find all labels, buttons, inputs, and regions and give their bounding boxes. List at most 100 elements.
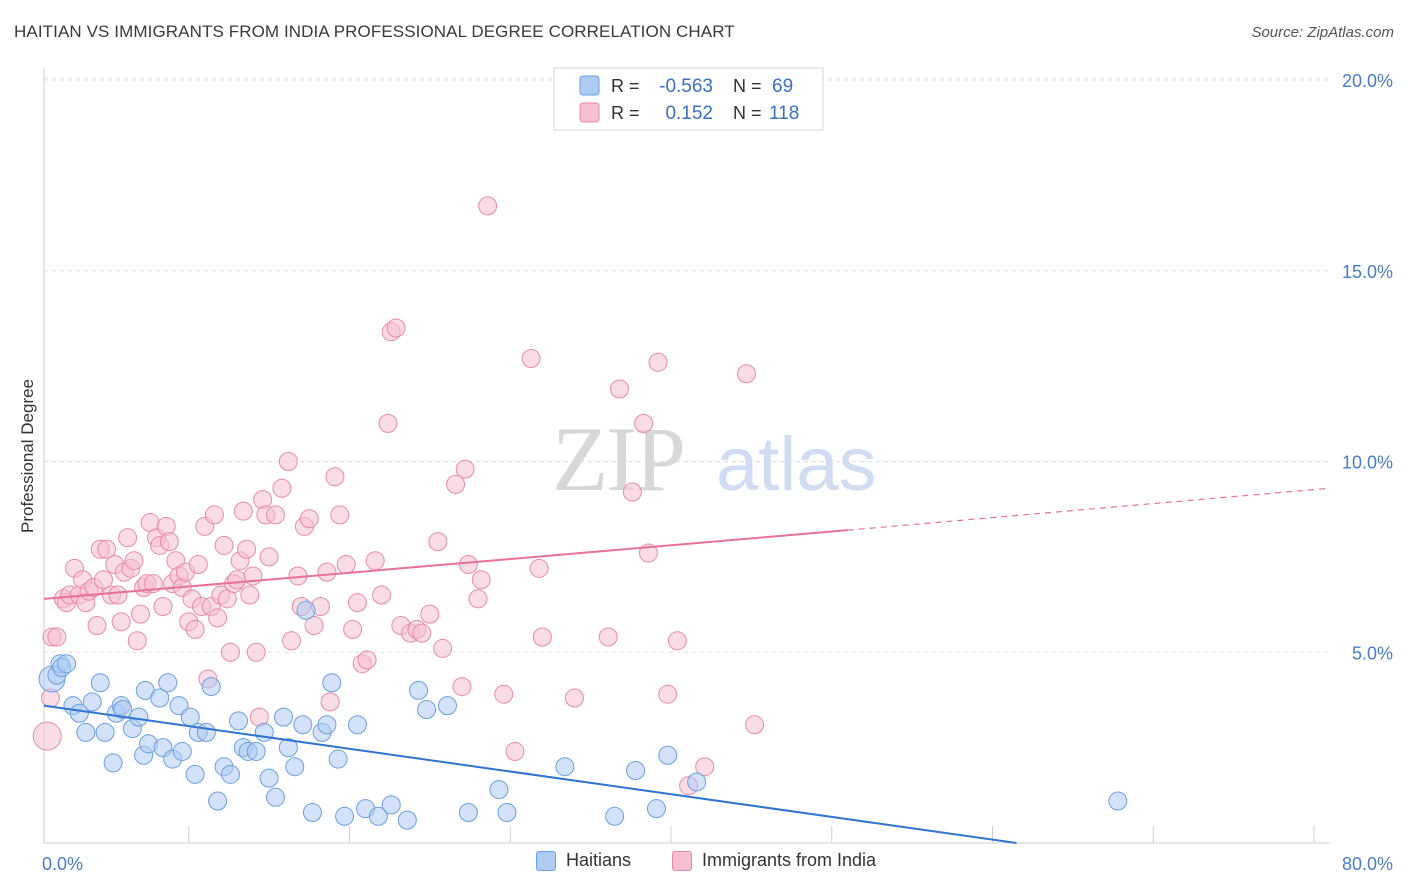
haitian-point-64 <box>605 806 625 826</box>
legend-n-value-india: 118 <box>769 103 799 124</box>
india-point-107 <box>521 348 541 368</box>
india-point-44 <box>188 555 208 575</box>
haitian-point-16 <box>129 707 149 727</box>
haitian-point-45 <box>296 600 316 620</box>
india-point-82 <box>343 619 363 639</box>
legend-r-label-haitians: R = <box>611 76 640 96</box>
india-point-30 <box>143 574 163 594</box>
haitian-point-22 <box>158 673 178 693</box>
haitian-point-60 <box>458 802 478 822</box>
legend-top: R = -0.563 N = 69 R = 0.152 N = 118 <box>553 67 824 131</box>
legend-r-label-india: R = <box>611 103 640 123</box>
india-point-111 <box>598 627 618 647</box>
legend-n-label-haitians: N = <box>733 76 762 96</box>
india-point-75 <box>304 616 324 636</box>
haitian-point-55 <box>381 795 401 815</box>
india-point-16 <box>97 539 117 559</box>
chart-title: HAITIAN VS IMMIGRANTS FROM INDIA PROFESS… <box>14 22 735 41</box>
haitian-point-41 <box>274 707 294 727</box>
haitian-point-37 <box>246 741 266 761</box>
india-point-85 <box>357 650 377 670</box>
india-point-118 <box>667 631 687 651</box>
india-point-67 <box>265 505 285 525</box>
haitian-point-66 <box>646 799 666 819</box>
india-point-87 <box>372 585 392 605</box>
india-point-68 <box>272 478 292 498</box>
haitian-point-43 <box>285 757 305 777</box>
haitian-point-48 <box>317 715 337 735</box>
india-point-95 <box>420 604 440 624</box>
legend-label-haitians: Haitians <box>566 850 632 870</box>
legend-bottom: Haitians Immigrants from India <box>0 850 1406 880</box>
india-point-114 <box>634 413 654 433</box>
y-tick-label-2: 15.0% <box>1342 262 1393 282</box>
india-point-103 <box>471 570 491 590</box>
india-point-83 <box>347 593 367 613</box>
source-label: Source: ZipAtlas.com <box>1251 24 1394 41</box>
india-point-88 <box>378 413 398 433</box>
india-point-66 <box>259 547 279 567</box>
haitian-point-44 <box>293 715 313 735</box>
haitian-point-20 <box>150 688 170 708</box>
legend-r-value-haitians: -0.563 <box>659 76 713 97</box>
india-point-74 <box>299 509 319 529</box>
haitian-point-50 <box>328 749 348 769</box>
watermark-zip: ZIP <box>552 408 684 510</box>
india-point-99 <box>452 677 472 697</box>
haitian-point-31 <box>208 791 228 811</box>
trend-lines <box>43 487 1331 844</box>
india-point-0 <box>32 721 62 751</box>
haitian-point-61 <box>489 780 509 800</box>
india-point-106 <box>505 741 525 761</box>
haitian-point-51 <box>335 806 355 826</box>
haitian-point-29 <box>196 722 216 742</box>
india-point-102 <box>468 589 488 609</box>
india-point-78 <box>320 692 340 712</box>
haitian-point-63 <box>555 757 575 777</box>
haitian-point-59 <box>437 696 457 716</box>
india-point-26 <box>130 604 150 624</box>
india-point-52 <box>214 535 234 555</box>
legend-swatch-india-bottom <box>672 850 692 871</box>
india-point-25 <box>127 631 147 651</box>
immigrants-from-india-points <box>32 196 765 796</box>
haitian-point-65 <box>626 761 646 781</box>
india-point-112 <box>609 379 629 399</box>
haitian-point-4 <box>57 654 77 674</box>
haitian-point-7 <box>76 722 96 742</box>
legend-item-india[interactable]: Immigrants from India <box>672 850 876 871</box>
india-point-97 <box>433 638 453 658</box>
haitian-point-39 <box>259 768 279 788</box>
india-point-121 <box>736 364 756 384</box>
india-point-59 <box>237 539 257 559</box>
india-point-56 <box>227 570 247 590</box>
haitians-trend-line <box>43 704 1017 844</box>
india-trend-extension <box>847 487 1331 531</box>
haitian-point-49 <box>322 673 342 693</box>
haitian-point-25 <box>172 741 192 761</box>
legend-swatch-haitians-bottom <box>536 850 556 871</box>
india-point-120 <box>695 757 715 777</box>
haitians-points <box>38 600 1128 830</box>
haitian-point-34 <box>229 711 249 731</box>
legend-swatch-india <box>579 102 600 123</box>
haitian-point-46 <box>302 802 322 822</box>
haitian-point-56 <box>397 810 417 830</box>
haitian-point-14 <box>113 699 133 719</box>
haitian-point-9 <box>90 673 110 693</box>
india-point-19 <box>108 585 128 605</box>
legend-item-haitians[interactable]: Haitians <box>536 850 631 871</box>
india-point-80 <box>330 505 350 525</box>
haitian-point-38 <box>254 722 274 742</box>
haitian-point-24 <box>169 696 189 716</box>
haitian-point-30 <box>201 677 221 697</box>
haitian-point-8 <box>82 692 102 712</box>
india-point-116 <box>648 352 668 372</box>
y-axis-tick-labels: 5.0% 10.0% 15.0% 20.0% <box>1342 71 1393 663</box>
india-point-22 <box>118 528 138 548</box>
haitian-point-57 <box>409 680 429 700</box>
india-point-50 <box>208 608 228 628</box>
india-point-98 <box>446 474 466 494</box>
india-point-79 <box>325 467 345 487</box>
